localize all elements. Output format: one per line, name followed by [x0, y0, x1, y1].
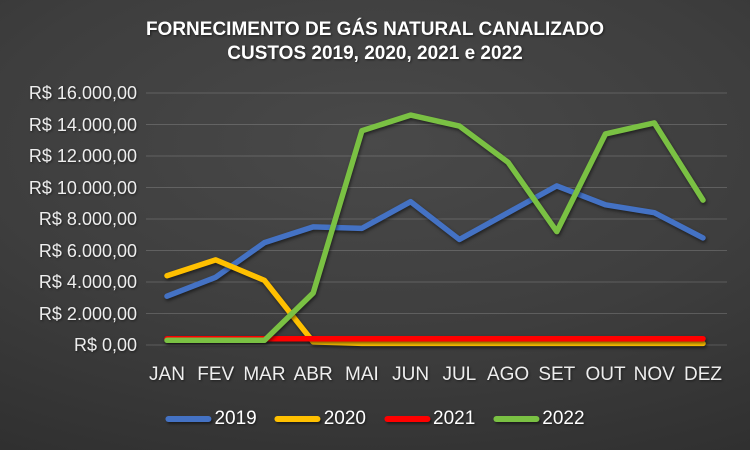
x-axis-month-label: AGO [486, 364, 530, 385]
x-axis-month-label: OUT [585, 364, 626, 385]
legend-item-2019: 2019 [165, 408, 257, 430]
y-axis-tick-label: R$ 14.000,00 [28, 114, 137, 135]
y-axis-tick-label: R$ 16.000,00 [28, 83, 137, 103]
chart-title-line1: FORNECIMENTO DE GÁS NATURAL CANALIZADO [145, 19, 605, 40]
chart-title-line2: CUSTOS 2019, 2020, 2021 e 2022 [227, 43, 523, 64]
y-axis-tick-label: R$ 2.000,00 [38, 303, 137, 324]
x-axis-month-label: FEV [197, 364, 235, 385]
y-axis-tick-label: R$ 6.000,00 [38, 240, 137, 261]
legend-marker-2019 [165, 416, 212, 422]
x-axis-month-label: MAI [345, 364, 379, 385]
legend: 2019 2020 2021 2022 [156, 408, 593, 430]
x-axis-month-label: DEZ [683, 364, 722, 385]
series-line-2022 [164, 112, 706, 344]
series-line-2020 [164, 257, 706, 347]
legend-label: 2020 [323, 408, 366, 429]
x-axis-month-label: JAN [149, 364, 185, 385]
legend-item-2021: 2021 [384, 408, 475, 430]
x-axis-month-label: ABR [293, 364, 333, 385]
legend-label: 2019 [214, 408, 257, 429]
legend-label: 2022 [542, 408, 585, 429]
x-axis-month-label: JUN [392, 364, 430, 385]
y-axis-tick-label: R$ 0,00 [73, 335, 137, 355]
y-axis-tick-label: R$ 12.000,00 [28, 146, 137, 166]
legend-item-2022: 2022 [493, 408, 585, 430]
legend-item-2020: 2020 [274, 408, 366, 430]
y-axis-tick-label: R$ 10.000,00 [28, 177, 137, 198]
x-axis-month-label: NOV [633, 364, 675, 385]
x-axis-month-label: MAR [243, 364, 286, 385]
legend-label: 2021 [433, 408, 476, 429]
chart-title: FORNECIMENTO DE GÁS NATURAL CANALIZADO C… [0, 18, 750, 66]
y-axis-tick-label: R$ 4.000,00 [38, 272, 137, 292]
series-line-2019 [164, 183, 706, 299]
legend-marker-2022 [493, 416, 540, 422]
x-axis-month-label: SET [538, 364, 576, 385]
legend-marker-2021 [384, 416, 430, 422]
y-axis-tick-label: R$ 8.000,00 [38, 209, 137, 229]
legend-marker-2020 [274, 416, 321, 422]
x-axis-month-label: JUL [442, 364, 477, 385]
